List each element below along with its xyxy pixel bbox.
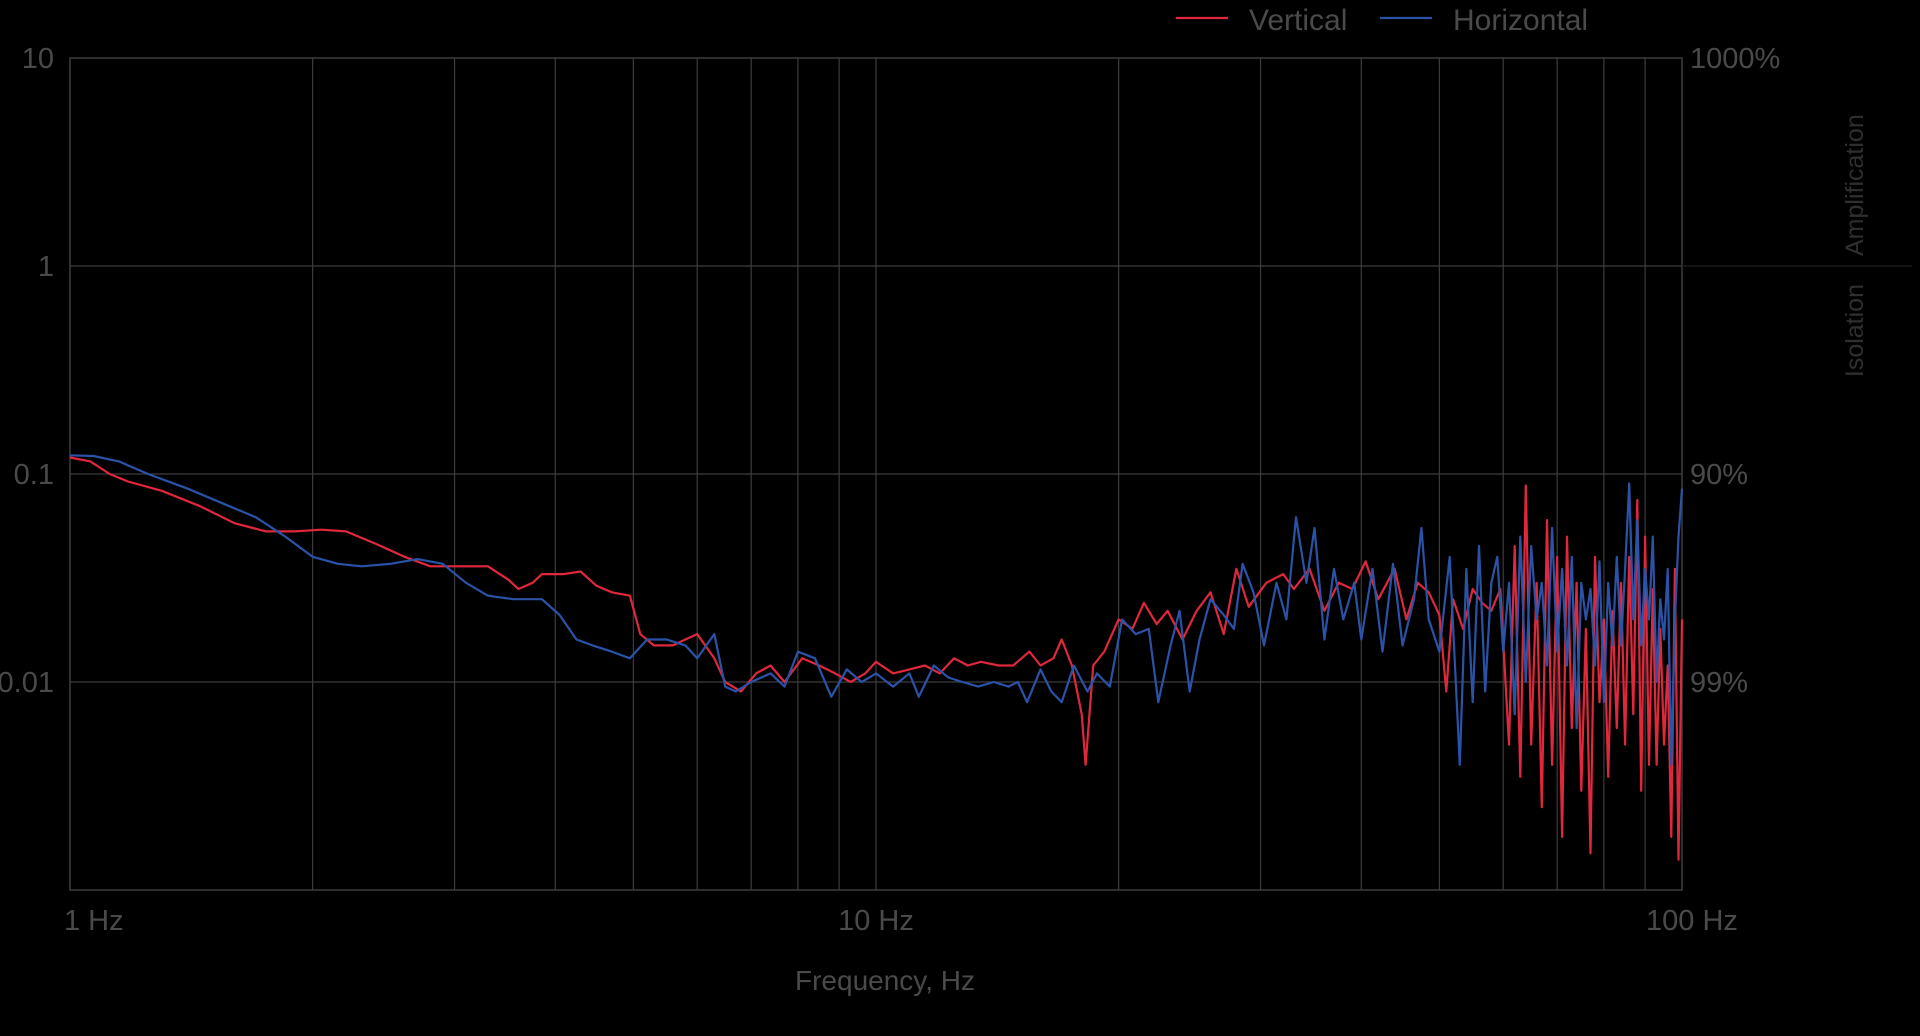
isolation-label: Isolation — [1841, 284, 1869, 377]
y-tick-label-left: 1 — [38, 251, 54, 283]
axes: 10 1 0.1 0.01 1000% 90% 99% 1 Hz 10 Hz 100 Hz Ampl… — [0, 43, 1869, 937]
series-lines — [69, 454, 1684, 861]
y-tick-label-left: 0.01 — [0, 667, 54, 699]
x-tick-label: 10 Hz — [838, 905, 914, 937]
y-tick-label-right: 1000% — [1690, 43, 1780, 75]
grid — [69, 57, 1912, 891]
legend-label-vertical: Vertical — [1249, 4, 1347, 37]
legend-label-horizontal: Horizontal — [1453, 4, 1588, 37]
y-tick-label-left: 0.1 — [14, 459, 54, 491]
y-tick-label-left: 10 — [22, 43, 54, 75]
y-tick-label-right: 90% — [1690, 459, 1748, 491]
series-line-horizontal — [69, 454, 1684, 766]
y-tick-label-right: 99% — [1690, 667, 1748, 699]
x-tick-label: 1 Hz — [64, 905, 124, 937]
legend: Vertical Horizontal — [1176, 4, 1588, 37]
series-line-vertical — [69, 456, 1684, 861]
amplification-label: Amplification — [1841, 114, 1869, 256]
x-tick-label: 100 Hz — [1646, 905, 1738, 937]
x-axis-label: Frequency, Hz — [795, 965, 975, 996]
